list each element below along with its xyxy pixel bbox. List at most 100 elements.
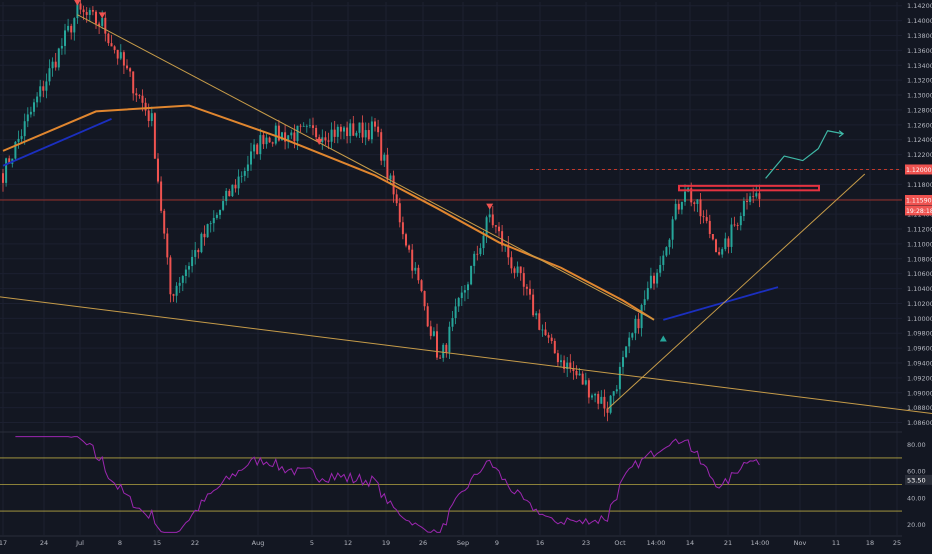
candle-body [432, 331, 435, 336]
candle-body [563, 360, 566, 369]
candle-body [39, 86, 42, 97]
sell-marker-icon [74, 0, 81, 6]
candle-body [643, 299, 646, 306]
candle-body [727, 238, 730, 247]
candle-body [622, 357, 624, 367]
price-axis-tick-label: 1.11800 [907, 181, 932, 189]
candle-body [169, 257, 172, 295]
rsi-axis-tick-label: 40.00 [907, 494, 926, 502]
time-axis-tick-label: 11 [832, 539, 840, 547]
time-axis-tick-label: 18 [866, 539, 874, 547]
candle-body [637, 318, 640, 329]
candle-body [277, 125, 280, 141]
time-axis-tick-label: 9 [495, 539, 499, 547]
candle-body [721, 249, 724, 255]
candle-body [132, 71, 135, 94]
candle-body [222, 201, 225, 210]
candle-body [88, 10, 91, 15]
candle-body [541, 329, 544, 331]
price-axis-tick-label: 1.11000 [907, 240, 932, 248]
trendline[interactable] [77, 14, 655, 321]
candle-body [569, 362, 572, 369]
price-axis-tick-label: 1.14200 [907, 2, 932, 10]
candle-body [312, 125, 314, 128]
candle-body [628, 337, 631, 347]
candle-body [659, 264, 662, 273]
candle-body [398, 203, 401, 223]
candle-body [8, 158, 11, 164]
time-axis-tick-label: Oct [614, 539, 626, 547]
candle-body [702, 216, 705, 218]
candle-body [618, 366, 621, 390]
candle-body [268, 137, 271, 143]
candle-body [560, 360, 562, 363]
candle-body [119, 52, 122, 59]
candle-body [374, 121, 376, 127]
candle-body [594, 393, 597, 396]
candle-body [246, 164, 249, 171]
candle-body [188, 266, 190, 270]
candle-body [395, 194, 398, 204]
candle-body [525, 286, 528, 289]
time-axis-tick-label: 19 [382, 539, 390, 547]
candle-body [615, 389, 618, 392]
time-axis-tick-label: 25 [893, 539, 901, 547]
price-axis-tick-label: 1.10000 [907, 315, 932, 323]
candle-body [693, 202, 696, 205]
candle-body [758, 193, 761, 199]
candle-body [45, 81, 48, 91]
candle-body [339, 126, 342, 132]
ema-line [2, 104, 655, 321]
candle-body [494, 225, 497, 227]
candle-body [482, 235, 485, 249]
candle-body [23, 121, 26, 137]
price-axis-tick-label: 1.10400 [907, 285, 932, 293]
trendline[interactable] [607, 173, 866, 410]
price-axis-tick-label: 1.10600 [907, 270, 932, 278]
candle-body [203, 233, 206, 238]
candle-body [122, 52, 125, 66]
time-axis-tick-label: 14:00 [751, 539, 770, 547]
candle-body [591, 395, 593, 398]
candle-body [181, 276, 184, 283]
candle-body [631, 333, 634, 338]
candle-body [228, 190, 231, 197]
projection-path[interactable] [765, 130, 844, 179]
candle-body [194, 250, 197, 257]
candle-body [302, 126, 305, 127]
candle-body [163, 210, 166, 234]
candle-body [408, 245, 411, 250]
candle-body [715, 239, 717, 253]
candle-body [603, 396, 606, 409]
candle-body [36, 96, 39, 103]
candle-body [290, 132, 293, 136]
candle-body [231, 184, 234, 197]
candle-body [488, 214, 491, 218]
candle-body [346, 127, 349, 137]
candle-body [129, 68, 132, 72]
resistance-zone[interactable] [678, 184, 820, 192]
candle-body [253, 144, 256, 152]
trendline[interactable] [0, 295, 932, 415]
candle-body [491, 214, 494, 226]
candle-body [411, 249, 414, 271]
candle-body [293, 132, 296, 142]
candle-body [20, 136, 23, 139]
candle-body [529, 288, 531, 295]
price-axis-tick-label: 1.08600 [907, 419, 932, 427]
candle-body [575, 370, 578, 376]
candle-body [355, 132, 358, 136]
candle-body [191, 256, 194, 267]
candle-body [2, 173, 4, 183]
candle-body [708, 220, 711, 234]
candle-body [653, 275, 655, 284]
time-axis-tick-label: 14:00 [647, 539, 666, 547]
candle-body [330, 129, 333, 142]
time-axis-tick-label: 23 [582, 539, 590, 547]
candle-body [321, 137, 324, 143]
candle-body [724, 238, 727, 250]
price-axis-tick-label: 1.13200 [907, 77, 932, 85]
candle-body [386, 154, 389, 180]
